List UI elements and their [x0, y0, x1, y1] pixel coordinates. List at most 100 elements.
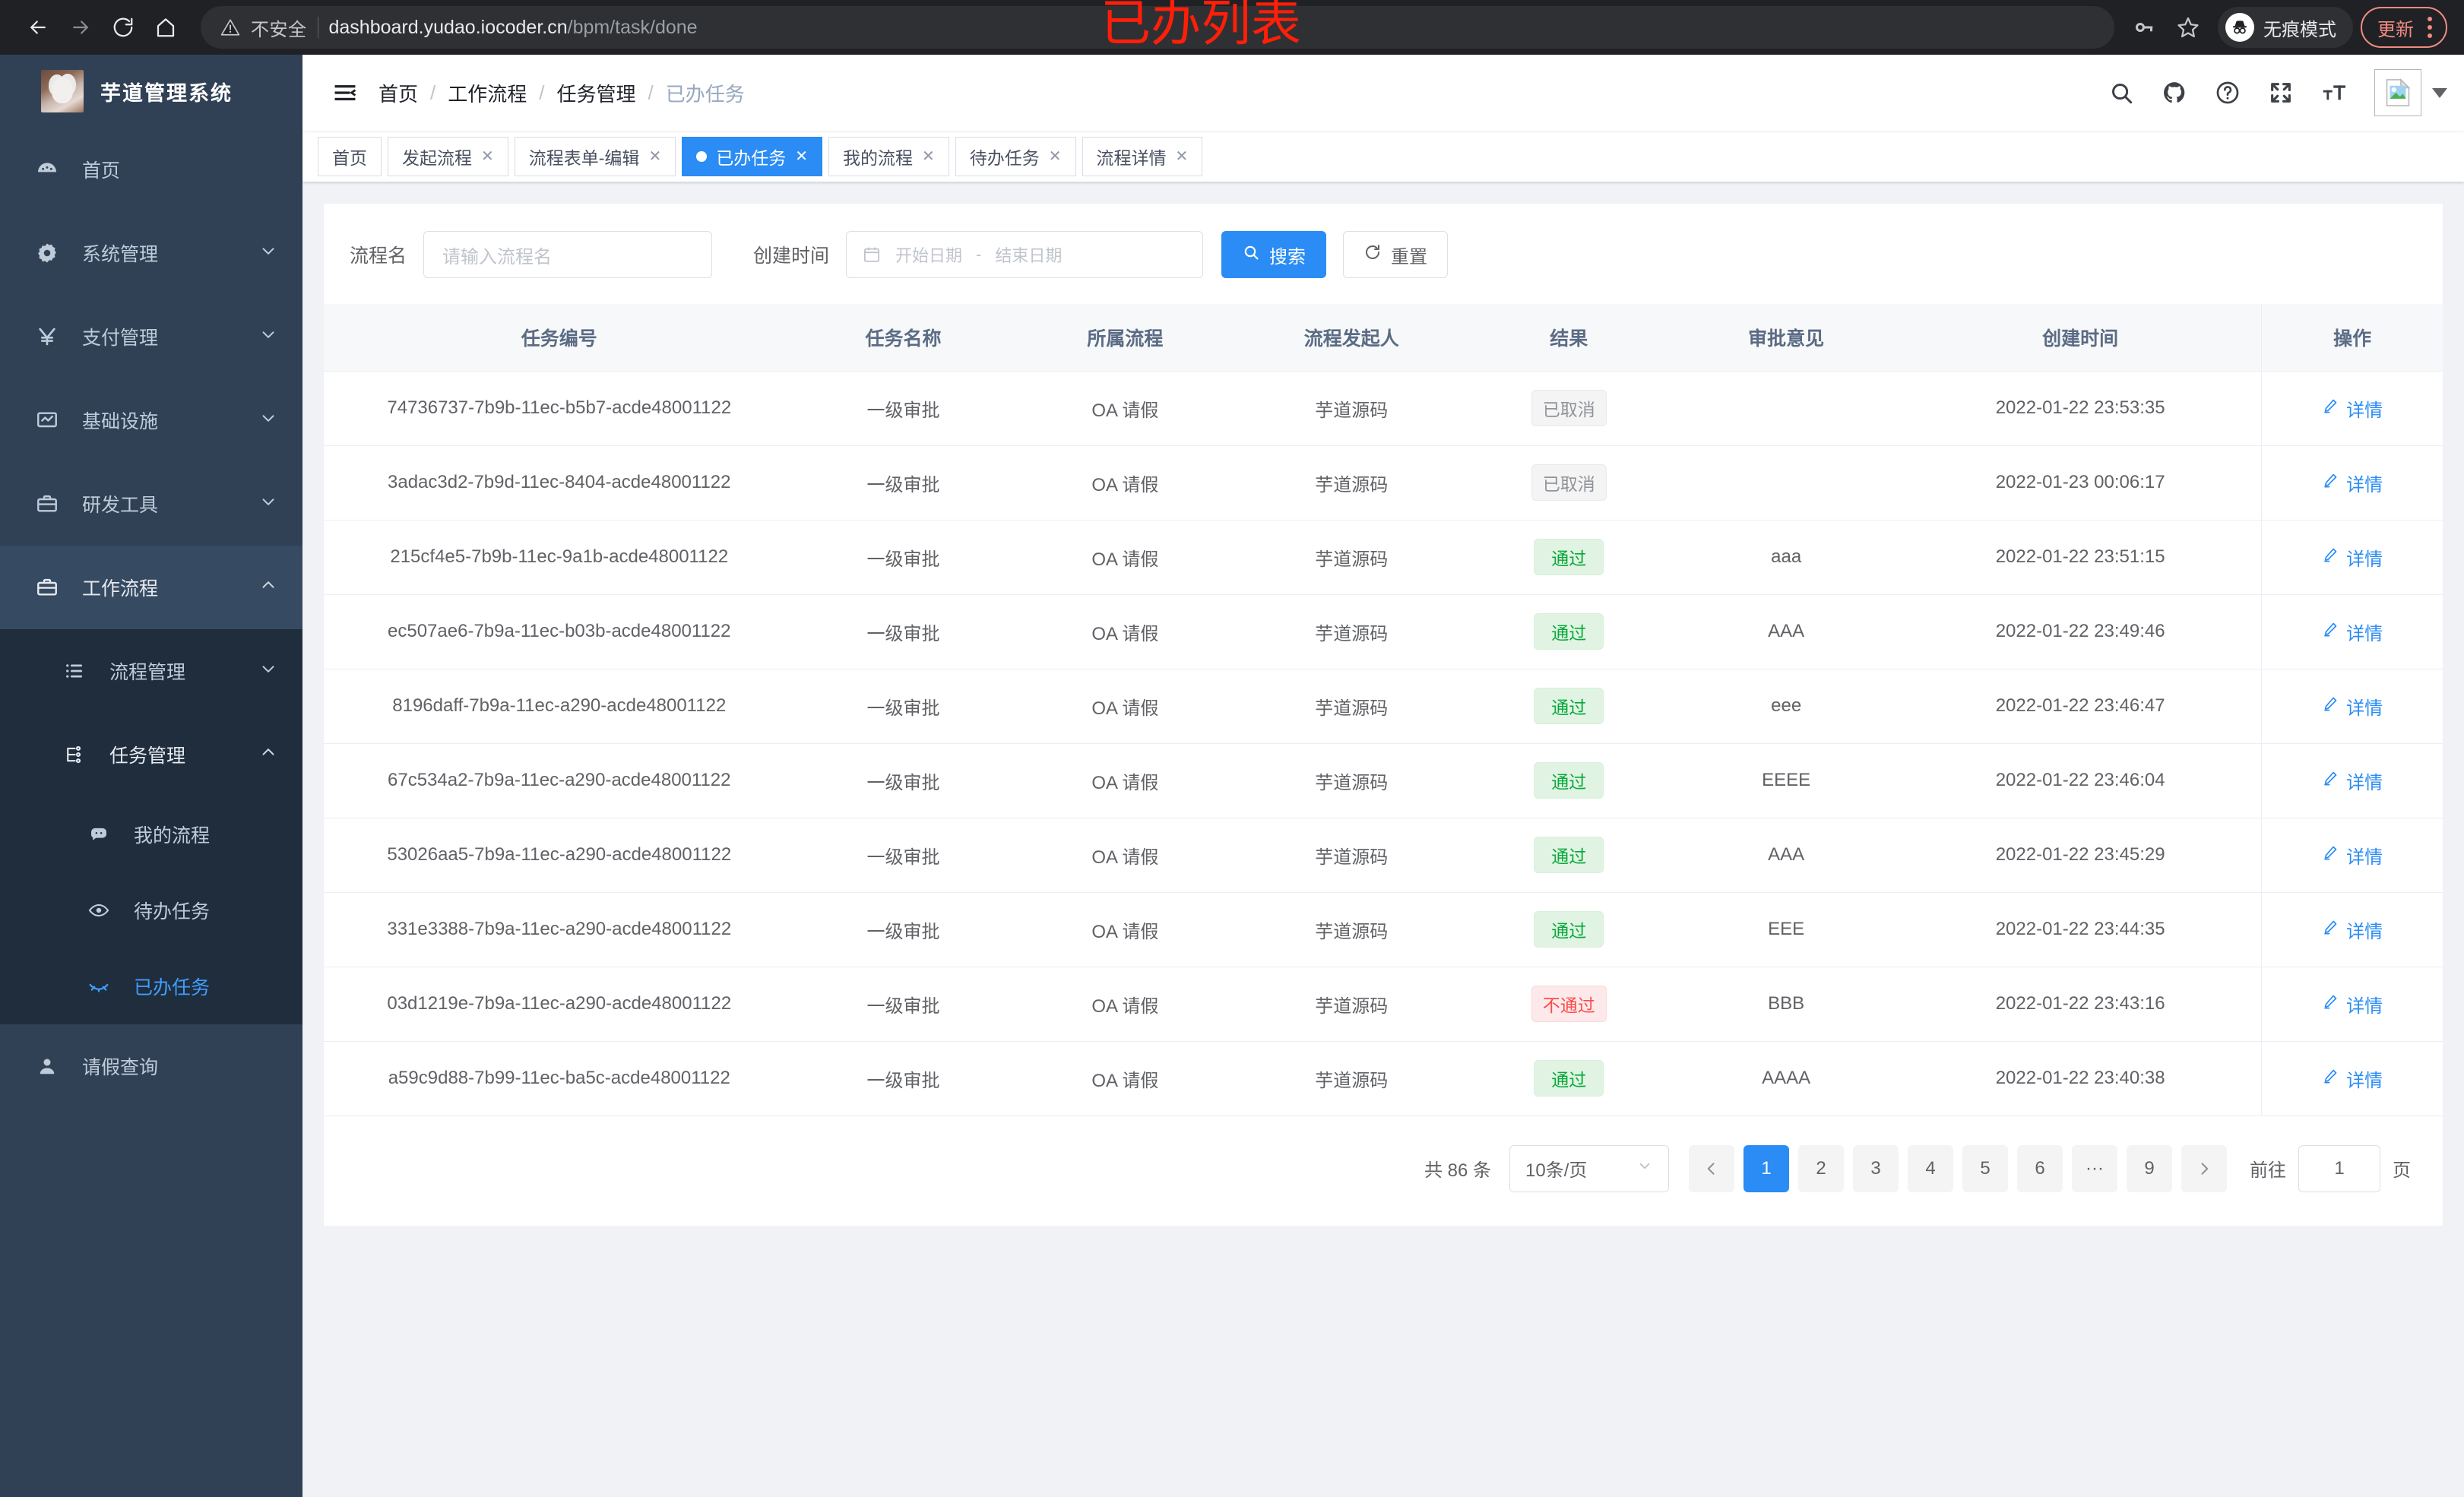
hamburger-icon[interactable] [328, 80, 362, 106]
sidebar-item-leave-query[interactable]: 请假查询 [0, 1024, 302, 1108]
tab-done-task[interactable]: 已办任务 ✕ [682, 136, 822, 176]
help-circle-icon[interactable] [2201, 66, 2254, 119]
detail-button[interactable]: 详情 [2322, 767, 2383, 794]
sidebar-item-infra[interactable]: 基础设施 [0, 378, 302, 462]
create-time-range-picker[interactable]: 开始日期 - 结束日期 [846, 231, 1204, 278]
cell-create-time: 2022-01-22 23:40:38 [1899, 1041, 2262, 1116]
sidebar-item-pay[interactable]: 支付管理 [0, 295, 302, 378]
brand-header[interactable]: 芋道管理系统 [0, 55, 302, 128]
cell-action: 详情 [2261, 445, 2443, 521]
font-size-icon[interactable] [2307, 66, 2361, 119]
tab-start-process[interactable]: 发起流程 ✕ [388, 136, 508, 176]
user-avatar-menu[interactable] [2374, 69, 2447, 116]
fullscreen-icon[interactable] [2254, 66, 2307, 119]
col-header-create-time[interactable]: 创建时间 [1899, 304, 2262, 372]
search-button[interactable]: 搜索 [1221, 231, 1327, 278]
avatar[interactable] [2374, 69, 2421, 116]
detail-button[interactable]: 详情 [2322, 842, 2383, 869]
cell-task-name: 一级审批 [794, 371, 1012, 446]
cell-task-id: 03d1219e-7b9a-11ec-a290-acde48001122 [324, 967, 795, 1042]
sidebar-item-todo-task[interactable]: 待办任务 [0, 872, 302, 948]
pagination-page-5[interactable]: 5 [1962, 1144, 2008, 1192]
detail-label: 详情 [2346, 400, 2383, 421]
detail-button[interactable]: 详情 [2322, 1065, 2383, 1092]
pagination-next[interactable] [2181, 1144, 2227, 1192]
chevron-down-icon[interactable] [2432, 87, 2447, 98]
col-header-opinion[interactable]: 审批意见 [1673, 304, 1900, 372]
sidebar-item-system[interactable]: 系统管理 [0, 211, 302, 295]
sidebar-item-devtools[interactable]: 研发工具 [0, 462, 302, 546]
cell-initiator: 芋道源码 [1238, 818, 1465, 893]
detail-button[interactable]: 详情 [2322, 991, 2383, 1018]
pencil-icon [2322, 472, 2339, 494]
reload-icon[interactable] [102, 6, 144, 49]
cell-create-time: 2022-01-22 23:49:46 [1899, 594, 2262, 669]
detail-button[interactable]: 详情 [2322, 470, 2383, 496]
close-icon[interactable]: ✕ [481, 147, 494, 165]
tab-form-edit[interactable]: 流程表单-编辑 ✕ [514, 136, 676, 176]
breadcrumb-item-home[interactable]: 首页 [378, 82, 419, 106]
flow-name-input[interactable]: 请输入流程名 [423, 231, 713, 278]
col-header-result[interactable]: 结果 [1465, 304, 1674, 372]
col-header-task-id[interactable]: 任务编号 [324, 304, 795, 372]
pencil-icon [2322, 993, 2339, 1015]
sidebar-item-process-manage[interactable]: 流程管理 [0, 629, 302, 713]
key-icon[interactable] [2122, 5, 2166, 49]
close-icon[interactable]: ✕ [1175, 147, 1189, 165]
end-date-placeholder: 结束日期 [995, 246, 1063, 265]
pagination-page-2[interactable]: 2 [1798, 1144, 1844, 1192]
github-icon[interactable] [2148, 66, 2201, 119]
close-icon[interactable]: ✕ [648, 147, 662, 165]
reset-button[interactable]: 重置 [1343, 231, 1449, 278]
close-icon[interactable]: ✕ [795, 147, 808, 165]
sidebar-item-done-task[interactable]: 已办任务 [0, 948, 302, 1024]
pagination-page-1[interactable]: 1 [1743, 1144, 1789, 1192]
tab-my-process[interactable]: 我的流程 ✕ [828, 136, 949, 176]
detail-button[interactable]: 详情 [2322, 544, 2383, 571]
star-icon[interactable] [2166, 5, 2210, 49]
pagination-page-6[interactable]: 6 [2017, 1144, 2063, 1192]
close-icon[interactable]: ✕ [921, 147, 935, 165]
breadcrumb-item-workflow[interactable]: 工作流程 [448, 82, 527, 106]
detail-button[interactable]: 详情 [2322, 916, 2383, 943]
tab-todo-task[interactable]: 待办任务 ✕ [955, 136, 1076, 176]
detail-button[interactable]: 详情 [2322, 693, 2383, 720]
page-size-value: 10条/页 [1525, 1160, 1588, 1181]
pagination-prev[interactable] [1689, 1144, 1734, 1192]
update-button[interactable]: 更新 [2361, 7, 2447, 48]
table-header: 任务编号 任务名称 所属流程 流程发起人 结果 审批意见 创建时间 操作 [324, 304, 2443, 372]
sidebar-item-home[interactable]: 首页 [0, 128, 302, 211]
page-size-select[interactable]: 10条/页 [1509, 1144, 1669, 1192]
search-icon[interactable] [2095, 66, 2148, 119]
sidebar-item-my-process[interactable]: 我的流程 [0, 796, 302, 872]
forward-arrow-icon[interactable] [59, 6, 102, 49]
pagination-page-3[interactable]: 3 [1853, 1144, 1899, 1192]
jump-page-input[interactable]: 1 [2298, 1144, 2380, 1192]
cell-opinion: EEE [1673, 892, 1900, 967]
close-icon[interactable]: ✕ [1048, 147, 1062, 165]
pagination-ellipsis[interactable]: ··· [2072, 1144, 2117, 1192]
cell-opinion: AAAA [1673, 1041, 1900, 1116]
three-dot-menu-icon[interactable] [2421, 17, 2438, 38]
incognito-indicator[interactable]: 无痕模式 [2218, 7, 2353, 48]
tab-process-detail[interactable]: 流程详情 ✕ [1082, 136, 1203, 176]
pagination-page-9[interactable]: 9 [2127, 1144, 2172, 1192]
col-header-initiator[interactable]: 流程发起人 [1238, 304, 1465, 372]
detail-button[interactable]: 详情 [2322, 619, 2383, 645]
sidebar-item-workflow[interactable]: 工作流程 [0, 546, 302, 629]
home-icon[interactable] [144, 6, 187, 49]
sidebar-item-label: 工作流程 [82, 578, 159, 600]
sidebar-item-task-manage[interactable]: 任务管理 [0, 713, 302, 796]
tab-home[interactable]: 首页 [318, 136, 382, 176]
col-header-task-name[interactable]: 任务名称 [794, 304, 1012, 372]
back-arrow-icon[interactable] [17, 6, 59, 49]
pagination-page-4[interactable]: 4 [1908, 1144, 1953, 1192]
cell-task-id: 331e3388-7b9a-11ec-a290-acde48001122 [324, 892, 795, 967]
sidebar: 芋道管理系统 首页 系统管理 支付管理 基础设施 研发工具 [0, 55, 302, 1497]
col-header-flow[interactable]: 所属流程 [1012, 304, 1239, 372]
breadcrumb-item-task[interactable]: 任务管理 [556, 82, 636, 106]
cell-task-id: a59c9d88-7b99-11ec-ba5c-acde48001122 [324, 1041, 795, 1116]
tab-label: 流程详情 [1096, 147, 1167, 168]
address-bar[interactable]: 不安全 dashboard.yudao.iocoder.cn/bpm/task/… [201, 6, 2114, 49]
detail-button[interactable]: 详情 [2322, 395, 2383, 422]
